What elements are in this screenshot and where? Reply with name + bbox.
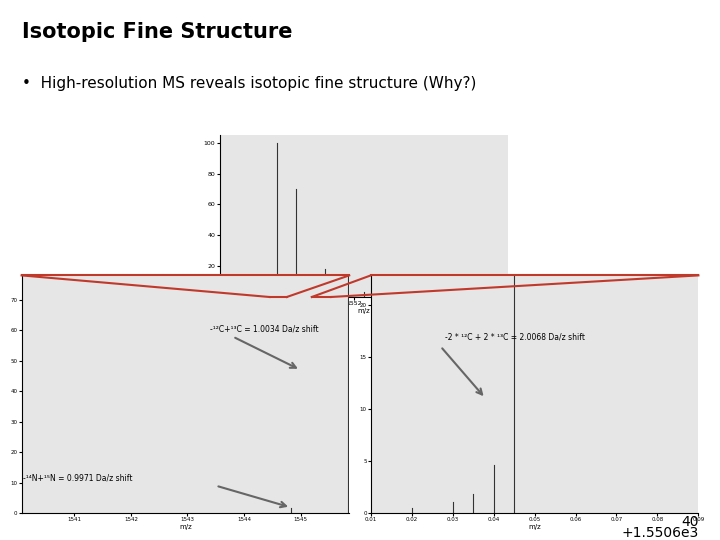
Text: -¹²C+¹³C = 1.0034 Da/z shift: -¹²C+¹³C = 1.0034 Da/z shift [210,325,319,334]
X-axis label: m/z: m/z [528,524,541,530]
X-axis label: m/z: m/z [357,308,370,314]
Text: •  High-resolution MS reveals isotopic fine structure (Why?): • High-resolution MS reveals isotopic fi… [22,76,476,91]
Text: Isotopic Fine Structure: Isotopic Fine Structure [22,22,292,42]
X-axis label: m/z: m/z [179,524,192,530]
Text: -2 * ¹²C + 2 * ¹³C = 2.0068 Da/z shift: -2 * ¹²C + 2 * ¹³C = 2.0068 Da/z shift [444,332,585,341]
Text: 40: 40 [681,515,698,529]
Text: -¹⁴N+¹⁵N = 0.9971 Da/z shift: -¹⁴N+¹⁵N = 0.9971 Da/z shift [24,474,133,483]
